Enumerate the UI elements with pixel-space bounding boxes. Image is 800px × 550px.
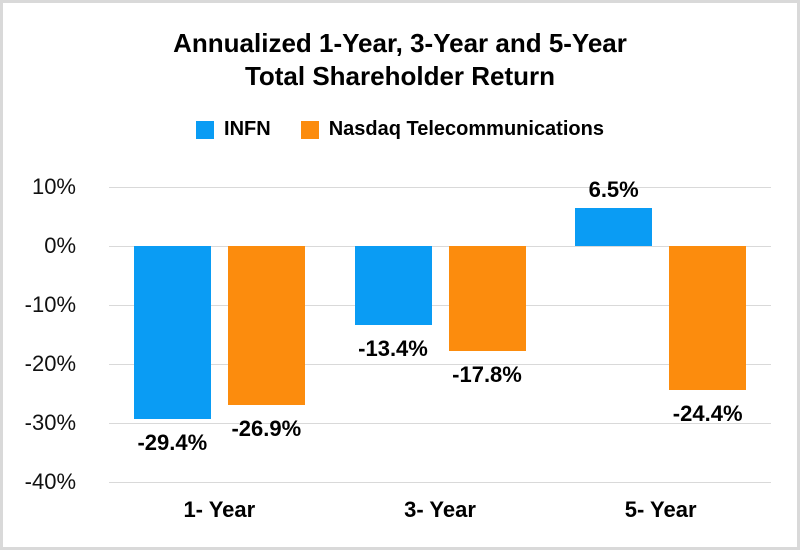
legend-item-nasdaq-telecommunications: Nasdaq Telecommunications [300, 118, 604, 141]
legend: INFN Nasdaq Telecommunications [0, 118, 800, 141]
bar-nasdaq-telecommunications-5Year [669, 246, 747, 390]
gridline--30% [109, 422, 771, 424]
bar-nasdaq-telecommunications-3Year [448, 246, 526, 352]
chart-title-line1: Annualized 1-Year, 3-Year and 5-Year [173, 28, 627, 58]
data-label-infn: -13.4% [358, 336, 428, 362]
y-axis-tick-label: 10% [31, 174, 76, 199]
y-axis-tick-label: -10% [24, 292, 76, 317]
chart-title: Annualized 1-Year, 3-Year and 5-Year Tot… [0, 27, 800, 93]
y-axis-tick-label: 0% [44, 233, 76, 258]
y-axis-tick-label: -20% [24, 351, 76, 376]
y-axis-tick-label: -30% [24, 410, 76, 435]
data-label-infn: -29.4% [137, 430, 208, 456]
bar-infn-1Year [133, 246, 211, 420]
bar-infn-5Year [575, 207, 653, 246]
gridline-10% [109, 186, 771, 188]
gridline--40% [109, 481, 771, 483]
chart-title-line2: Total Shareholder Return [244, 61, 556, 91]
gridline--20% [109, 363, 771, 365]
bar-nasdaq-telecommunications-1Year [227, 246, 305, 405]
category-label: 5- Year [624, 497, 697, 522]
data-label-nasdaq-telecommunications: -17.8% [452, 362, 522, 388]
legend-label-nasdaq-telecommunications: Nasdaq Telecommunications [328, 118, 604, 140]
bar-infn-3Year [354, 246, 432, 326]
legend-item-infn: INFN [196, 118, 271, 141]
gridline--10% [109, 304, 771, 306]
y-axis-tick-label: -40% [24, 469, 76, 494]
legend-label-infn: INFN [224, 118, 271, 140]
legend-swatch-infn [196, 120, 215, 139]
category-label: 1- Year [183, 497, 256, 522]
category-label: 3- Year [404, 497, 476, 522]
data-label-nasdaq-telecommunications: -24.4% [672, 400, 743, 426]
data-label-infn: 6.5% [588, 176, 639, 202]
data-label-nasdaq-telecommunications: -26.9% [231, 415, 302, 441]
gridline-0% [109, 245, 771, 247]
legend-swatch-nasdaq-telecommunications [300, 120, 319, 139]
